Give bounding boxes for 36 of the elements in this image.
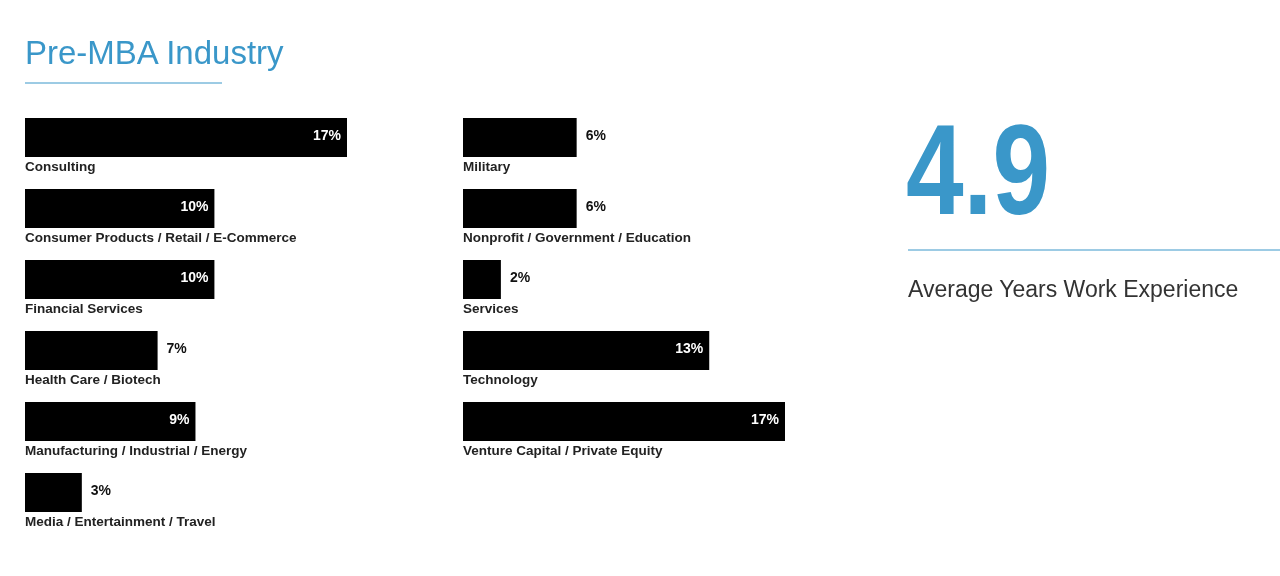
category-label: Financial Services [25, 301, 143, 316]
category-label: Health Care / Biotech [25, 372, 161, 387]
bar [25, 402, 196, 441]
category-label: Military [463, 159, 511, 174]
data-label: 9% [169, 411, 191, 427]
data-label: 6% [585, 198, 607, 214]
bar [463, 331, 710, 370]
data-label: 2% [509, 269, 531, 285]
bar [463, 118, 577, 157]
data-label: 3% [90, 482, 112, 498]
data-label: 10% [180, 269, 209, 285]
bar [25, 118, 347, 157]
data-label: 13% [675, 340, 704, 356]
chart-title: Pre-MBA Industry [25, 34, 285, 71]
category-label: Venture Capital / Private Equity [463, 443, 663, 458]
category-label: Consumer Products / Retail / E-Commerce [25, 230, 297, 245]
text: Average Years Work Experience [908, 276, 1239, 302]
data-label: 10% [180, 198, 209, 214]
data-label: 6% [585, 127, 607, 143]
bar [25, 473, 82, 512]
data-label: 7% [166, 340, 188, 356]
data-label: 17% [312, 127, 342, 143]
bar [463, 402, 785, 441]
text: 4.9 [906, 98, 1084, 241]
bar [25, 331, 158, 370]
category-label: Consulting [25, 159, 96, 174]
bar [463, 260, 501, 299]
category-label: Nonprofit / Government / Education [463, 230, 692, 245]
bar [25, 260, 215, 299]
category-label: Technology [463, 372, 538, 387]
bar [25, 189, 215, 228]
bar [463, 189, 577, 228]
category-label: Media / Entertainment / Travel [25, 514, 216, 529]
category-label: Manufacturing / Industrial / Energy [25, 443, 248, 458]
data-label: 17% [750, 411, 780, 427]
category-label: Services [463, 301, 519, 316]
